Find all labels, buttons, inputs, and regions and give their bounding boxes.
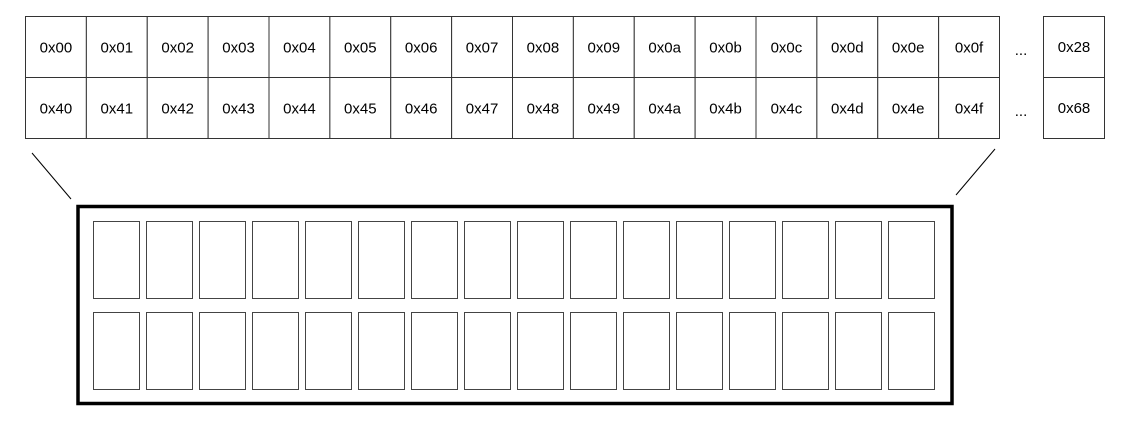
address-label: 0x4e bbox=[892, 101, 925, 118]
lcd-character-cell bbox=[835, 312, 882, 390]
address-label: 0x01 bbox=[101, 40, 134, 57]
lcd-character-cell bbox=[570, 312, 617, 390]
address-label: 0x0d bbox=[831, 40, 864, 57]
lcd-character-cells bbox=[93, 221, 935, 390]
address-label: 0x46 bbox=[405, 101, 438, 118]
lcd-character-cell bbox=[411, 312, 458, 390]
lcd-character-cell bbox=[517, 221, 564, 299]
address-cell bbox=[146, 77, 209, 139]
address-label: 0x4c bbox=[771, 101, 803, 118]
lcd-character-cell bbox=[888, 312, 935, 390]
lcd-character-cell bbox=[570, 221, 617, 299]
address-cell bbox=[938, 77, 1000, 139]
address-cell bbox=[268, 77, 331, 139]
address-cell bbox=[512, 77, 574, 139]
lcd-character-cell bbox=[305, 312, 352, 390]
address-label: 0x47 bbox=[466, 101, 499, 118]
lcd-character-cell bbox=[358, 312, 405, 390]
address-label: 0x4b bbox=[709, 101, 742, 118]
lcd-character-cell bbox=[517, 312, 564, 390]
address-label: 0x45 bbox=[344, 101, 377, 118]
address-cell bbox=[85, 77, 148, 139]
address-label: 0x0c bbox=[771, 40, 803, 57]
address-cell bbox=[572, 16, 635, 78]
address-grid: 0x00 0x01 0x02 0x03 0x04 0x05 0x06 0x07 0x08 0x09… bbox=[25, 16, 1000, 139]
lcd-character-cell bbox=[464, 312, 511, 390]
lcd-character-cell bbox=[146, 312, 193, 390]
last-cell-row1 bbox=[1043, 16, 1105, 78]
lcd-character-cell bbox=[676, 312, 723, 390]
lcd-character-cell bbox=[888, 221, 935, 299]
address-label: 0x40 bbox=[40, 101, 73, 118]
zoom-line-right bbox=[955, 148, 996, 196]
address-cell bbox=[85, 16, 148, 78]
address-label: 0x0b bbox=[709, 40, 742, 57]
lcd-character-cell bbox=[93, 312, 140, 390]
lcd-character-cell bbox=[729, 221, 776, 299]
address-cell bbox=[694, 16, 757, 78]
lcd-character-cell bbox=[676, 221, 723, 299]
address-cell bbox=[25, 77, 87, 139]
address-label: 0x07 bbox=[466, 40, 499, 57]
address-label: 0x05 bbox=[344, 40, 377, 57]
address-label: 0x48 bbox=[527, 101, 560, 118]
address-cell bbox=[877, 77, 940, 139]
lcd-character-cell bbox=[782, 312, 829, 390]
ellipsis-row2: ... bbox=[1015, 103, 1028, 120]
lcd-character-cell bbox=[835, 221, 882, 299]
ellipsis-row1: ... bbox=[1015, 42, 1028, 59]
address-cell bbox=[207, 77, 270, 139]
address-label: 0x42 bbox=[161, 101, 194, 118]
address-cell bbox=[816, 16, 879, 78]
address-label: 0x0f bbox=[955, 40, 984, 57]
lcd-character-cell bbox=[252, 221, 299, 299]
lcd-character-cell bbox=[199, 312, 246, 390]
lcd-character-cell bbox=[146, 221, 193, 299]
last-cell-row2 bbox=[1043, 77, 1105, 139]
address-cell bbox=[633, 77, 696, 139]
address-label: 0x02 bbox=[161, 40, 194, 57]
last-address-row1: 0x28 bbox=[1058, 39, 1091, 56]
lcd-character-cell bbox=[623, 312, 670, 390]
address-cell bbox=[390, 77, 453, 139]
address-label: 0x4f bbox=[955, 101, 984, 118]
address-label: 0x06 bbox=[405, 40, 438, 57]
address-cell bbox=[146, 16, 209, 78]
lcd-character-cell bbox=[358, 221, 405, 299]
address-label: 0x08 bbox=[527, 40, 560, 57]
last-address-row2: 0x68 bbox=[1058, 100, 1091, 117]
address-cell bbox=[329, 16, 392, 78]
address-label: 0x44 bbox=[283, 101, 316, 118]
lcd-character-cell bbox=[305, 221, 352, 299]
address-label: 0x09 bbox=[588, 40, 621, 57]
lcd-character-cell bbox=[729, 312, 776, 390]
lcd-character-cell bbox=[199, 221, 246, 299]
address-label: 0x4a bbox=[648, 101, 681, 118]
address-label: 0x49 bbox=[588, 101, 621, 118]
address-label: 0x4d bbox=[831, 101, 864, 118]
address-cell bbox=[938, 16, 1000, 78]
lcd-character-cell bbox=[782, 221, 829, 299]
address-label: 0x41 bbox=[101, 101, 134, 118]
lcd-character-cell bbox=[252, 312, 299, 390]
address-label: 0x0a bbox=[648, 40, 681, 57]
lcd-character-cell bbox=[623, 221, 670, 299]
lcd-character-cell bbox=[411, 221, 458, 299]
zoom-line-left bbox=[31, 152, 72, 200]
address-cell bbox=[694, 77, 757, 139]
address-cell bbox=[451, 16, 513, 78]
lcd-character-cell bbox=[464, 221, 511, 299]
lcd-character-cell bbox=[93, 221, 140, 299]
address-label: 0x00 bbox=[40, 40, 73, 57]
address-label: 0x03 bbox=[222, 40, 255, 57]
address-cell bbox=[329, 77, 392, 139]
address-cell bbox=[755, 77, 818, 139]
address-label: 0x04 bbox=[283, 40, 316, 57]
address-label: 0x0e bbox=[892, 40, 925, 57]
address-cell bbox=[25, 16, 87, 78]
address-label: 0x43 bbox=[222, 101, 255, 118]
